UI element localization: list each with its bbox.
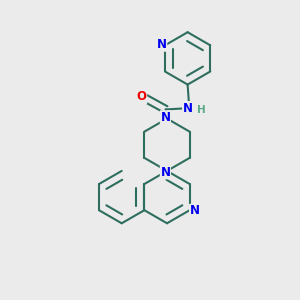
Text: N: N xyxy=(183,102,193,115)
Text: H: H xyxy=(197,105,206,115)
Text: N: N xyxy=(190,204,200,218)
Text: N: N xyxy=(160,111,170,124)
Text: O: O xyxy=(136,91,147,103)
Text: N: N xyxy=(160,166,170,179)
Text: N: N xyxy=(157,38,167,51)
